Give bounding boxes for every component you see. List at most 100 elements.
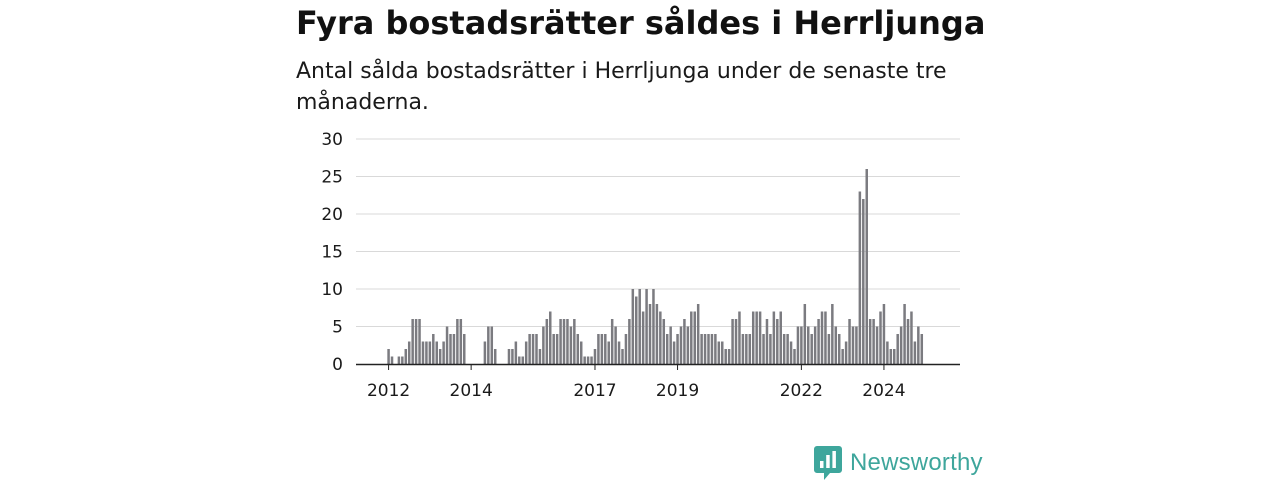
bar [662,319,666,364]
bar [665,334,669,364]
bar [438,349,442,364]
bar [411,319,414,364]
bar [607,341,610,364]
bar [597,334,600,364]
axis-labels: 0 5 10 15 20 25 30 4 2012 2014 2017 2019 2022 2024 [321,0,951,401]
bar [865,169,868,364]
bar [786,334,789,364]
bar [463,334,466,364]
bar [855,326,858,364]
bar [545,319,549,364]
bar [655,304,659,364]
bar [638,289,641,364]
bar [779,311,782,364]
bar [645,289,648,364]
bar [493,349,497,364]
bar [810,334,813,364]
bar [569,326,573,364]
bar [659,311,662,364]
brand: Newsworthy [814,446,983,480]
bar [449,334,452,364]
bar [920,334,924,364]
bar [906,319,910,364]
bar [672,341,676,364]
bar [562,319,566,364]
bar [459,319,463,364]
bar [724,349,727,364]
x-tick-label: 2022 [780,381,823,401]
bar [573,319,576,364]
newsworthy-logo-icon [814,446,842,480]
bar [886,341,889,364]
bar [899,326,903,364]
bar [800,326,803,364]
bar [903,304,906,364]
bar [604,334,607,364]
bar [813,326,817,364]
bar [817,319,820,364]
bar [714,334,717,364]
bar [717,341,721,364]
bar [414,319,418,364]
bar [824,311,827,364]
bar [579,341,583,364]
y-tick-label: 30 [321,130,343,150]
bar [676,334,679,364]
bar [590,356,593,364]
bar [917,326,920,364]
bar [745,334,748,364]
highlight-value-label: 4 [940,0,951,5]
bar [652,289,655,364]
bar [518,356,521,364]
bar [432,334,435,364]
gridlines [356,138,960,327]
bar [875,326,879,364]
bar [576,334,580,364]
x-tick-label: 2024 [862,381,905,401]
bar [401,356,404,364]
bar [435,341,438,364]
bar [531,334,535,364]
bar [738,311,741,364]
bar [731,319,734,364]
bar [559,319,562,364]
bar [555,334,559,364]
bar [549,311,552,364]
y-tick-label: 15 [321,243,343,263]
bar [524,341,528,364]
bar [507,349,511,364]
bar [690,311,693,364]
bars [387,169,924,364]
bar [635,296,638,364]
bar [896,334,899,364]
bar [837,334,841,364]
bar [741,334,745,364]
bar [827,334,831,364]
bar [851,326,855,364]
bar [679,326,683,364]
bar [617,341,621,364]
bar [762,334,765,364]
bar [868,319,872,364]
x-tick-label: 2017 [573,381,616,401]
y-tick-label: 25 [321,168,343,188]
chart-title: Fyra bostadsrätter såldes i Herrljunga [296,4,986,42]
y-tick-label: 0 [332,355,343,375]
bar [542,326,545,364]
bar [700,334,703,364]
bar [889,349,893,364]
bar [782,334,786,364]
bar [390,356,394,364]
bar [593,349,597,364]
bar [879,311,882,364]
bar [624,334,628,364]
bar [683,319,686,364]
bar [538,349,542,364]
bar [610,319,614,364]
y-tick-label: 5 [332,318,343,338]
bar [614,326,617,364]
bar [848,319,851,364]
bar [796,326,800,364]
bar [521,356,524,364]
